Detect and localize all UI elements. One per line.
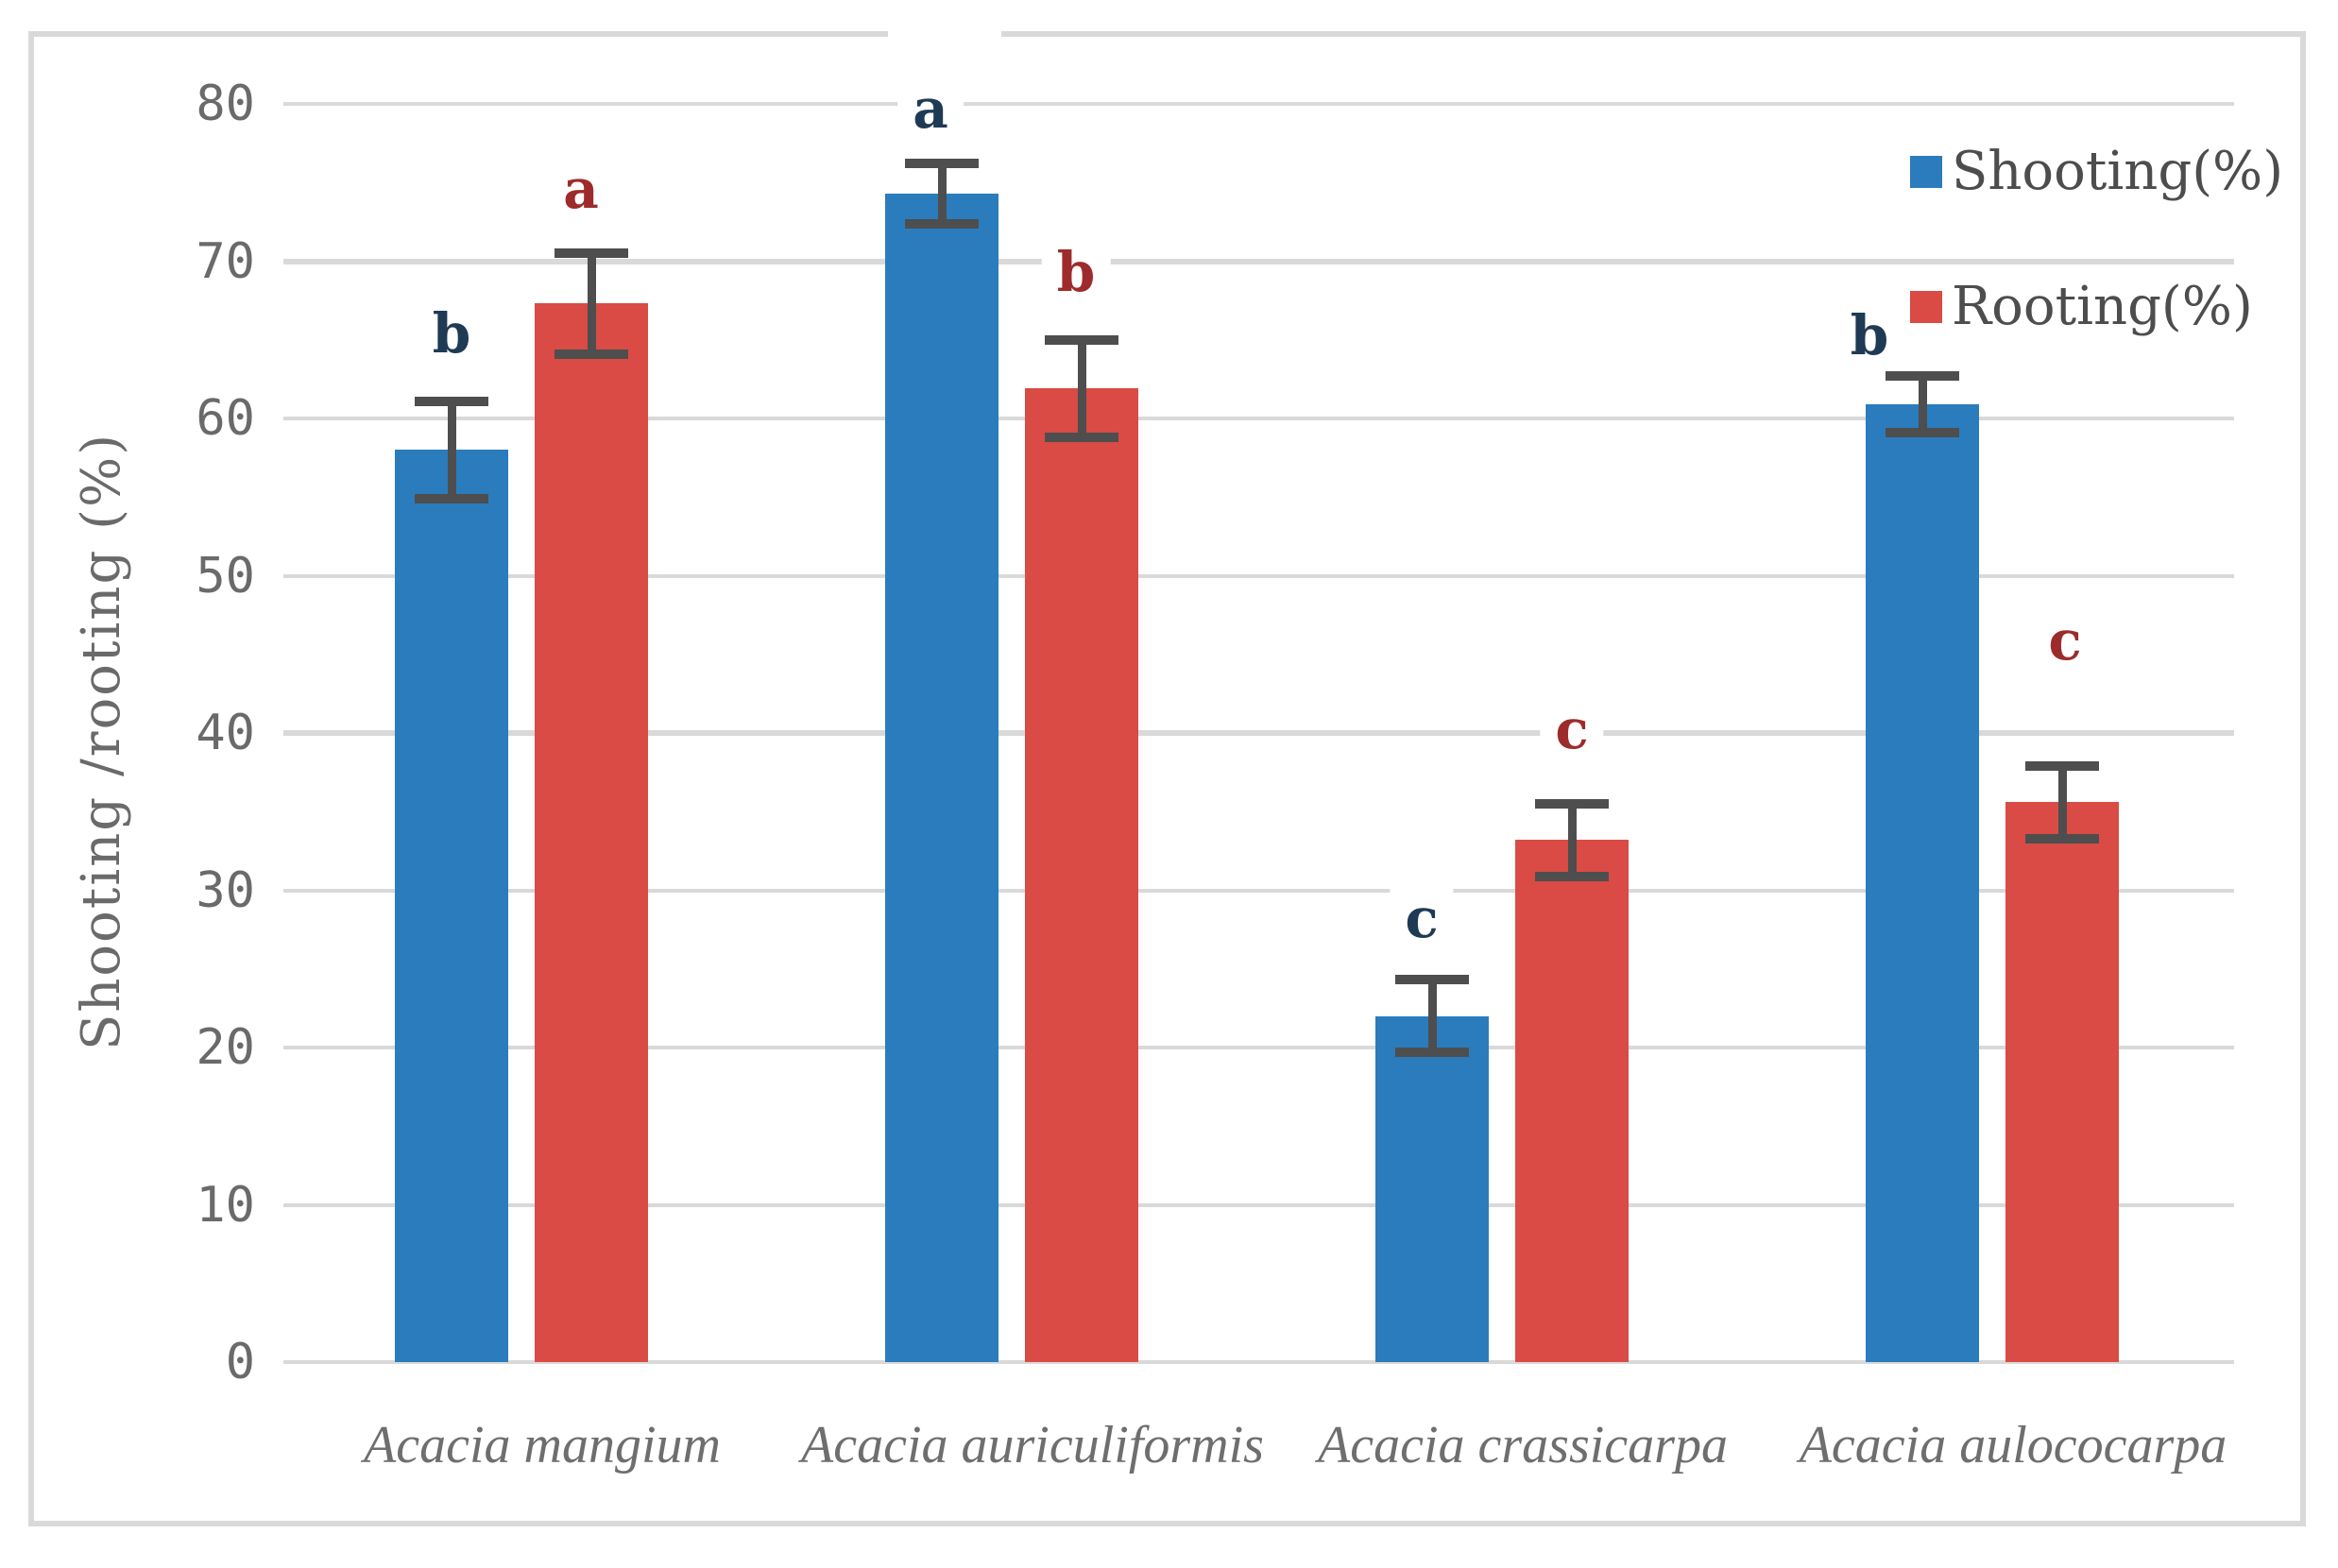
error-bar-stem-1-1 — [1077, 339, 1086, 437]
sig-letter-0-2: c — [1390, 885, 1454, 952]
sig-letter-0-3: b — [1835, 302, 1904, 369]
error-bar-cap-top-1-1 — [1045, 334, 1118, 345]
error-bar-cap-bottom-1-1 — [1045, 432, 1118, 442]
error-bar-cap-top-1-2 — [1535, 798, 1609, 809]
error-bar-cap-top-1-3 — [2025, 760, 2099, 771]
bar-shooting-2 — [1375, 1015, 1489, 1362]
sig-letter-1-3: c — [2033, 606, 2097, 673]
sig-letter-0-0: b — [417, 299, 486, 366]
y-tick-label-10: 10 — [196, 1176, 255, 1234]
error-bar-cap-top-0-1 — [905, 159, 979, 169]
gridline-80 — [283, 102, 2234, 106]
error-bar-cap-bottom-0-2 — [1395, 1047, 1469, 1057]
bar-rooting-1 — [1025, 388, 1138, 1362]
sig-letter-1-1: b — [1041, 238, 1111, 305]
y-tick-label-30: 30 — [196, 861, 255, 919]
gridline-60 — [283, 417, 2234, 420]
border-top-right-segment — [1001, 31, 2306, 37]
border-left — [28, 31, 34, 1526]
x-category-label-2: Acacia crassicarpa — [1318, 1416, 1728, 1474]
error-bar-cap-top-0-3 — [1886, 371, 1959, 382]
error-bar-stem-0-3 — [1918, 376, 1927, 433]
gridline-40 — [283, 730, 2234, 736]
bar-shooting-0 — [395, 450, 508, 1362]
sig-letter-1-2: c — [1540, 695, 1604, 762]
error-bar-cap-bottom-0-0 — [415, 493, 488, 503]
error-bar-cap-bottom-0-3 — [1886, 427, 1959, 437]
error-bar-cap-top-1-0 — [555, 248, 628, 259]
error-bar-cap-bottom-1-0 — [555, 349, 628, 359]
error-bar-stem-1-2 — [1567, 803, 1577, 877]
sig-letter-1-0: a — [548, 156, 614, 223]
y-tick-label-50: 50 — [196, 547, 255, 605]
bar-rooting-3 — [2005, 802, 2119, 1362]
error-bar-stem-0-2 — [1427, 980, 1437, 1052]
bar-rooting-0 — [535, 303, 648, 1362]
gridline-0 — [283, 1360, 2234, 1364]
y-tick-label-40: 40 — [196, 705, 255, 761]
bar-rooting-2 — [1515, 840, 1629, 1362]
error-bar-stem-0-0 — [447, 401, 456, 499]
gridline-70 — [283, 258, 2234, 264]
error-bar-cap-bottom-1-2 — [1535, 871, 1609, 881]
sig-letter-0-1: a — [897, 76, 964, 143]
legend-swatch-1 — [1910, 291, 1942, 323]
legend-label-1: Rooting(%) — [1952, 276, 2253, 337]
bar-shooting-1 — [885, 193, 998, 1362]
error-bar-stem-1-3 — [2057, 765, 2067, 839]
error-bar-stem-0-1 — [937, 163, 947, 224]
error-bar-stem-1-0 — [587, 253, 596, 354]
legend-swatch-0 — [1910, 156, 1942, 188]
y-tick-label-60: 60 — [196, 390, 255, 447]
gridline-10 — [283, 1202, 2234, 1207]
gridline-20 — [283, 1046, 2234, 1049]
error-bar-cap-bottom-0-1 — [905, 218, 979, 229]
border-bottom — [28, 1521, 2306, 1526]
y-tick-label-70: 70 — [196, 232, 255, 290]
y-tick-label-80: 80 — [196, 76, 255, 132]
gridline-50 — [283, 573, 2234, 578]
error-bar-cap-top-0-2 — [1395, 975, 1469, 985]
x-category-label-3: Acacia aulococarpa — [1799, 1416, 2227, 1474]
error-bar-cap-bottom-1-3 — [2025, 833, 2099, 844]
x-category-label-0: Acacia mangium — [364, 1416, 721, 1474]
legend-label-0: Shooting(%) — [1952, 141, 2284, 202]
y-tick-label-0: 0 — [225, 1334, 255, 1390]
gridline-30 — [283, 888, 2234, 893]
border-top-left-segment — [28, 31, 888, 37]
bar-shooting-3 — [1866, 404, 1979, 1362]
error-bar-cap-top-0-0 — [415, 396, 488, 406]
border-right — [2300, 31, 2306, 1526]
x-category-label-1: Acacia auriculiformis — [801, 1416, 1264, 1474]
y-tick-label-20: 20 — [196, 1019, 255, 1076]
